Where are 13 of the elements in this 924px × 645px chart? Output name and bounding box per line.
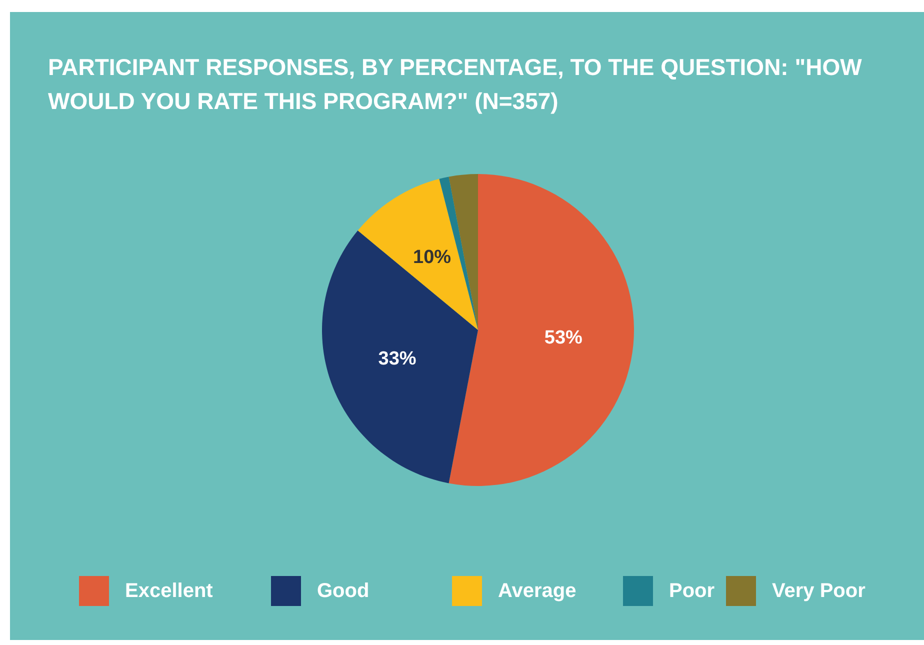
legend-label: Poor xyxy=(669,580,715,602)
pie-slice xyxy=(322,230,478,484)
data-label: 53% xyxy=(544,328,583,349)
pie-slice xyxy=(358,178,478,330)
data-label: 10% xyxy=(413,247,452,268)
chart-title: PARTICIPANT RESPONSES, BY PERCENTAGE, TO THE QUESTION: "HOW WOULD YOU RATE THIS PROGRAM?" (N=357) xyxy=(48,53,863,116)
legend-label: Very Poor xyxy=(772,580,866,602)
pie-slice xyxy=(448,174,478,330)
legend-label: Excellent xyxy=(125,580,214,602)
data-label: 33% xyxy=(378,348,416,370)
pie-slice xyxy=(448,174,634,486)
legend-label: Good xyxy=(317,580,370,602)
legend-label: Average xyxy=(498,580,576,602)
